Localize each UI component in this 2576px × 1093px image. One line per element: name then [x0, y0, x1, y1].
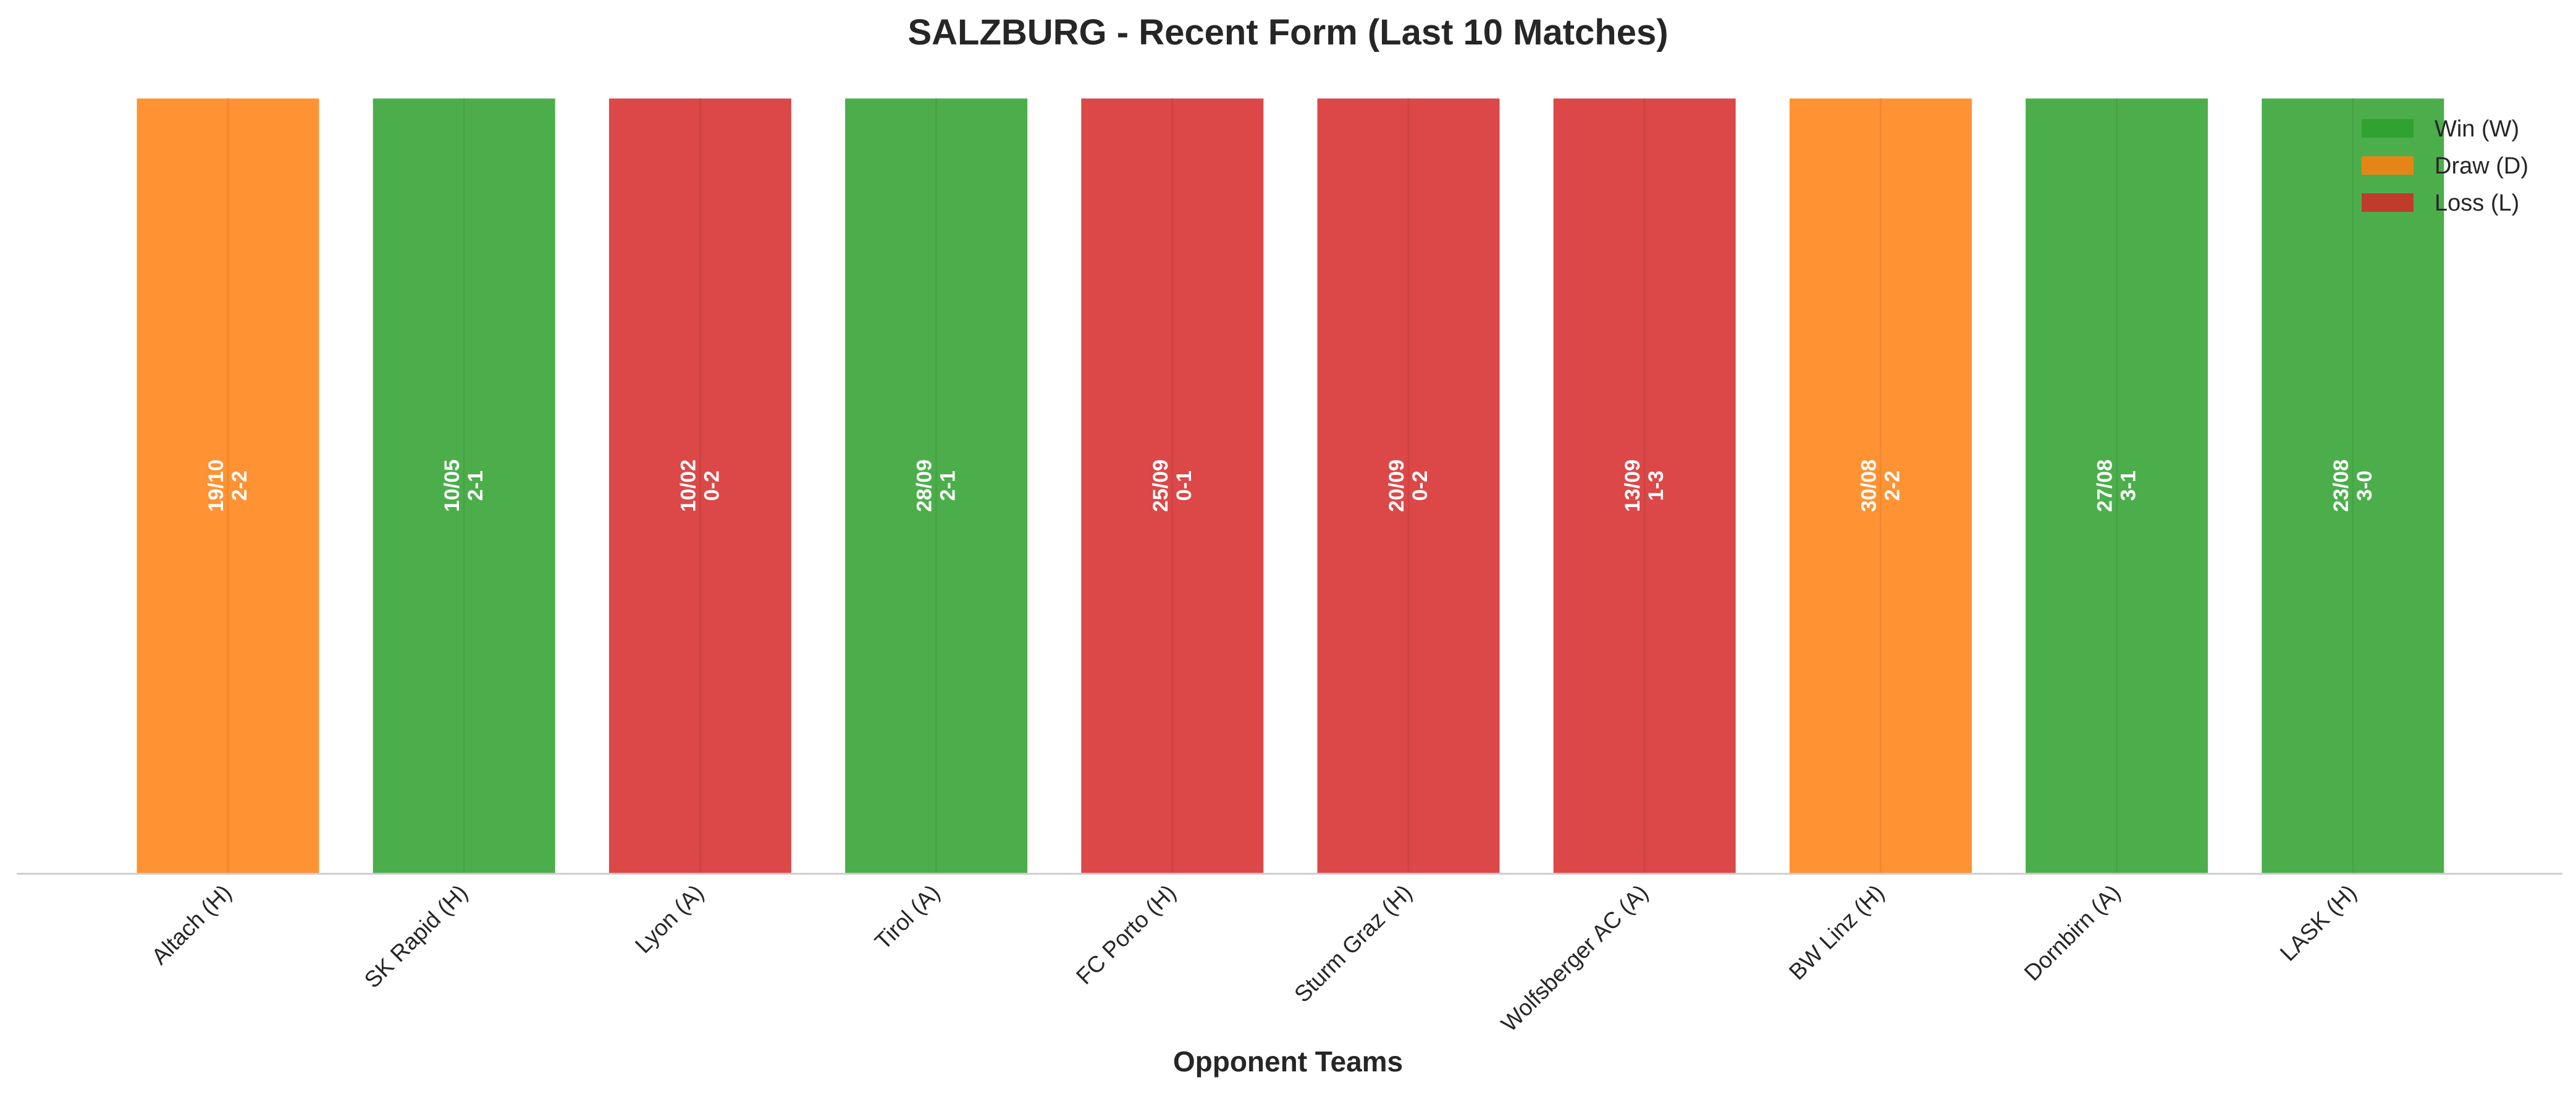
bar-3: [843, 96, 1030, 875]
bar-score-label-1: 2-1: [464, 471, 487, 501]
bar-0: [135, 96, 321, 875]
bar-date-label-2: 10/02: [676, 459, 700, 512]
bar-label-3: 28/09 2-1: [913, 459, 960, 512]
chart-title: SALZBURG - Recent Form (Last 10 Matches): [907, 12, 1668, 52]
bar-score-label-8: 3-1: [2117, 471, 2140, 501]
bar-score-label-4: 0-1: [1172, 471, 1196, 501]
x-tick-label-7: BW Linz (H): [1784, 880, 1889, 985]
bar-label-0: 19/10 2-2: [204, 459, 251, 512]
bar-labels-group: 19/10 2-2 10/05 2-1 10/02 0-2 28/09 2-1 25/09 0-1…: [204, 459, 2376, 512]
legend-swatch-l: [2362, 193, 2414, 212]
bar-score-label-6: 1-3: [1644, 471, 1668, 501]
bar-score-label-0: 2-2: [228, 471, 251, 501]
x-tick-label-2: Lyon (A): [630, 880, 709, 958]
bar-score-label-9: 3-0: [2353, 471, 2376, 501]
x-tick-label-1: SK Rapid (H): [360, 880, 473, 993]
x-tick-label-0: Altach (H): [146, 880, 236, 969]
x-tick-labels-group: Altach (H) SK Rapid (H) Lyon (A) Tirol (A) F…: [146, 880, 2361, 1037]
bar-4: [1079, 96, 1266, 875]
bar-date-label-9: 23/08: [2330, 459, 2353, 512]
bar-label-8: 27/08 3-1: [2094, 459, 2140, 512]
bar-date-label-5: 20/09: [1385, 459, 1408, 512]
bar-label-7: 30/08 2-2: [1857, 459, 1904, 512]
x-tick-label-3: Tirol (A): [870, 880, 945, 955]
legend-label-l: Loss (L): [2435, 190, 2519, 216]
x-axis-title: Opponent Teams: [1173, 1045, 1403, 1078]
x-tick-label-4: FC Porto (H): [1071, 880, 1181, 989]
bar-label-2: 10/02 0-2: [676, 459, 723, 512]
bar-1: [371, 96, 557, 875]
bar-date-label-4: 25/09: [1149, 459, 1172, 512]
x-tick-label-9: LASK (H): [2275, 880, 2361, 966]
bar-date-label-1: 10/05: [440, 459, 464, 512]
bar-date-label-3: 28/09: [913, 459, 937, 512]
bar-label-6: 13/09 1-3: [1621, 459, 1668, 512]
bar-score-label-2: 0-2: [700, 471, 723, 501]
legend-label-d: Draw (D): [2435, 153, 2528, 179]
bar-score-label-3: 2-1: [937, 471, 960, 501]
bar-date-label-6: 13/09: [1621, 459, 1644, 512]
bar-date-label-8: 27/08: [2094, 459, 2117, 512]
legend-swatch-d: [2362, 156, 2414, 175]
bar-7: [1787, 96, 1974, 875]
bar-5: [1315, 96, 1502, 875]
bar-date-label-7: 30/08: [1857, 459, 1880, 512]
bar-2: [607, 96, 793, 875]
legend: Win (W) Draw (D) Loss (L): [2362, 116, 2528, 216]
x-tick-label-6: Wolfsberger AC (A): [1496, 880, 1653, 1037]
bars-group: [135, 96, 2446, 875]
bar-label-1: 10/05 2-1: [440, 459, 487, 512]
bar-9: [2260, 96, 2446, 875]
x-tick-label-5: Sturm Graz (H): [1289, 880, 1416, 1007]
bar-score-label-5: 0-2: [1408, 471, 1432, 501]
bar-label-5: 20/09 0-2: [1385, 459, 1432, 512]
legend-label-w: Win (W): [2435, 116, 2519, 142]
bar-date-label-0: 19/10: [204, 459, 228, 512]
legend-swatch-w: [2362, 119, 2414, 138]
bar-score-label-7: 2-2: [1880, 471, 1904, 501]
bar-6: [1551, 96, 1738, 875]
x-tick-label-8: Dornbirn (A): [2019, 880, 2125, 986]
bar-label-4: 25/09 0-1: [1149, 459, 1196, 512]
bar-label-9: 23/08 3-0: [2330, 459, 2376, 512]
